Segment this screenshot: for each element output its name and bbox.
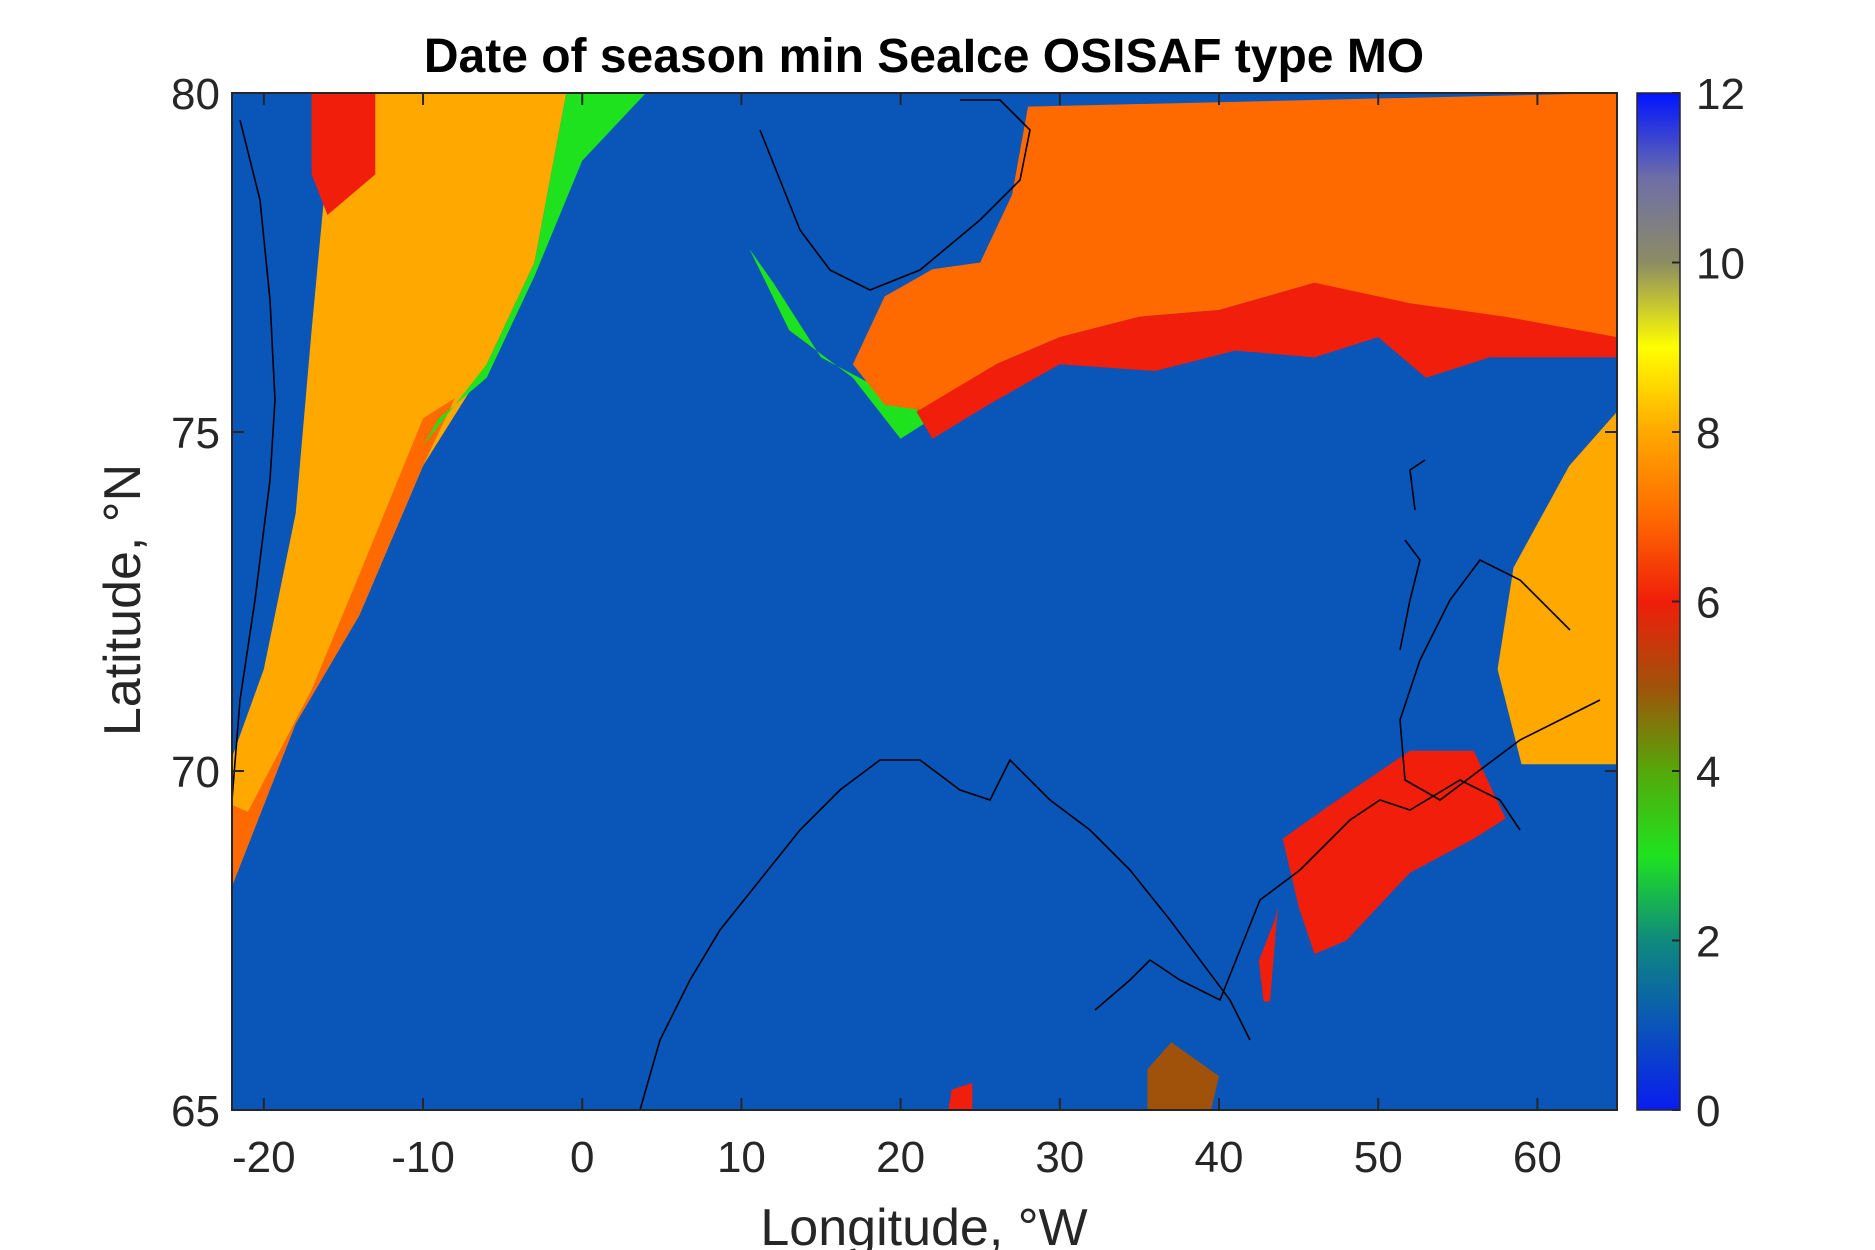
plot-frame (231, 92, 1618, 1111)
coastlines (232, 99, 1601, 1110)
y-tick-label: 65 (171, 1087, 220, 1136)
coastline-2 (1399, 558, 1601, 801)
region-svalbard-shelf-green (749, 248, 933, 439)
coastline-0 (639, 758, 1251, 1110)
y-tick-label: 75 (171, 409, 220, 458)
colorbar-tick-label: 2 (1696, 918, 1720, 967)
coastline-6 (1409, 459, 1426, 511)
x-tick-label: -10 (391, 1133, 455, 1182)
y-axis: 65 70 75 80 (171, 70, 1617, 1136)
x-tick-label: -20 (232, 1133, 296, 1182)
x-tick-label: 60 (1513, 1133, 1562, 1182)
region-greenland-dark-orange (232, 398, 455, 887)
heatmap-regions (232, 93, 1617, 1110)
colorbar-tick-label: 6 (1696, 579, 1720, 628)
region-white-sea-red (1282, 750, 1506, 955)
region-novaya-zemlya-orange (1497, 411, 1617, 765)
coastline-5 (1399, 539, 1421, 651)
x-tick-label: 10 (717, 1133, 766, 1182)
x-tick-label: 50 (1354, 1133, 1403, 1182)
y-tick-label: 70 (171, 748, 220, 797)
region-small-red-patch (948, 1082, 973, 1110)
x-tick-label: 30 (1035, 1133, 1084, 1182)
x-tick-label: 0 (570, 1133, 594, 1182)
colorbar-tick-label: 8 (1696, 409, 1720, 458)
region-onega-brown (1147, 1042, 1219, 1110)
region-greenland-green-edge (423, 93, 646, 446)
colorbar-ticks: 0 2 4 6 8 10 12 (1672, 70, 1745, 1136)
x-axis: -20 -10 0 10 20 30 40 50 60 (232, 93, 1562, 1182)
colorbar-tick-label: 0 (1696, 1087, 1720, 1136)
chart-title: Date of season min SeaIce OSISAF type MO (424, 30, 1424, 83)
region-barents-orange (852, 93, 1617, 412)
y-axis-label: Latitude, °N (94, 464, 152, 736)
colorbar-tick-label: 12 (1696, 70, 1745, 119)
x-tick-label: 20 (876, 1133, 925, 1182)
coastline-4 (232, 119, 276, 801)
plot-area (231, 92, 1618, 1111)
region-greenland-red-patch (311, 93, 376, 215)
x-tick-label: 40 (1195, 1133, 1244, 1182)
colorbar: 0 2 4 6 8 10 12 (1636, 70, 1745, 1136)
coastline-1 (1094, 779, 1521, 1011)
colorbar-tick-label: 10 (1696, 240, 1745, 289)
coastline-3 (759, 99, 1031, 291)
y-tick-label: 80 (171, 70, 220, 119)
x-axis-label: Longitude, °W (760, 1199, 1087, 1250)
colorbar-tick-label: 4 (1696, 748, 1720, 797)
region-kanin-red (1258, 906, 1278, 1002)
region-barents-red-band (916, 282, 1617, 439)
